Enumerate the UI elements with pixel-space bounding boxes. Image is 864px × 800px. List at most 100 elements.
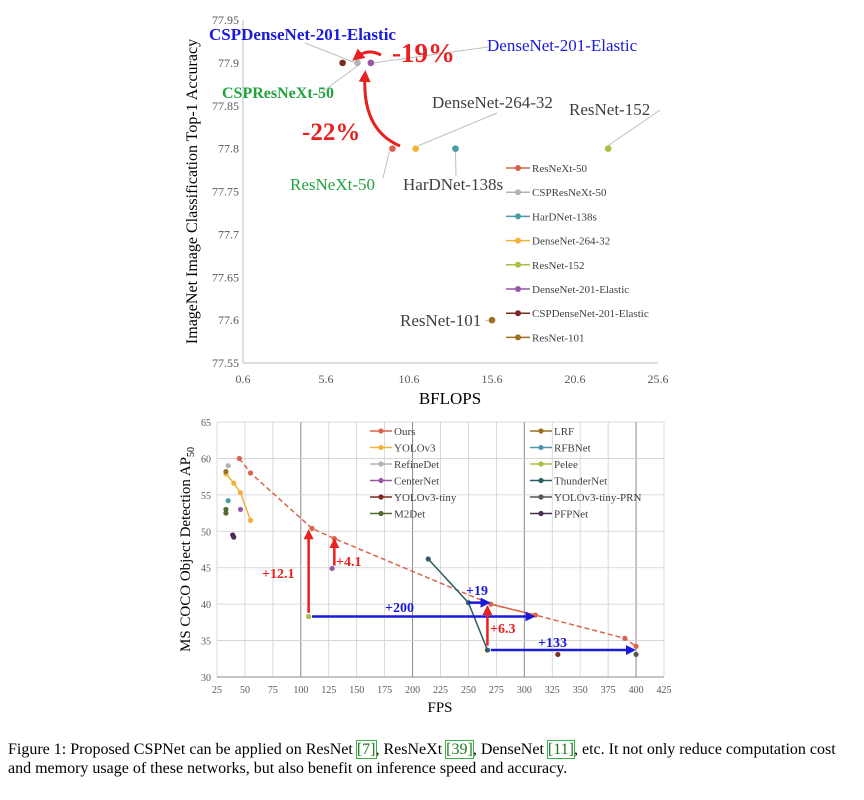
legend-marker-m2det bbox=[378, 510, 384, 517]
y-axis-label: ImageNet Image Classification Top-1 Accu… bbox=[184, 39, 201, 344]
y-axis-label-main: MS COCO Object Detection AP bbox=[178, 457, 194, 652]
data-point-densenet-201-elastic bbox=[367, 59, 375, 67]
annotation-22: -22% bbox=[302, 119, 360, 146]
legend-marker-rfbnet bbox=[538, 444, 544, 451]
y-tick-label-40: 40 bbox=[201, 600, 211, 611]
reference-link-densenet[interactable]: [11] bbox=[546, 740, 575, 759]
annotation-12-1: +12.1 bbox=[262, 567, 294, 582]
y-tick-label-60: 60 bbox=[201, 454, 211, 465]
data-point-refinedet bbox=[225, 463, 231, 469]
legend-marker-resnet-101 bbox=[515, 334, 521, 341]
legend-marker-resnext-50 bbox=[515, 165, 521, 171]
reference-link-resnet[interactable]: [7] bbox=[355, 740, 377, 759]
legend-marker-pfpnet bbox=[538, 510, 544, 517]
legend-label-resnext-50: ResNeXt-50 bbox=[532, 163, 587, 175]
data-point-ours bbox=[247, 470, 254, 476]
legend-marker-resnet-152 bbox=[515, 261, 521, 268]
series-line-ours bbox=[238, 457, 637, 648]
x-tick-label-25: 25 bbox=[212, 685, 222, 696]
x-axis-label: FPS bbox=[427, 700, 452, 716]
legend-marker-thundernet bbox=[538, 477, 544, 484]
data-point-ours bbox=[488, 601, 494, 607]
data-point-m2det bbox=[223, 510, 229, 516]
x-tick-label-5-6: 5.6 bbox=[319, 372, 334, 386]
y-tick-label-35: 35 bbox=[201, 637, 211, 648]
x-tick-label-75: 75 bbox=[268, 685, 278, 696]
y-tick-label-30: 30 bbox=[201, 673, 211, 684]
legend-label-pelee: Pelee bbox=[554, 459, 578, 471]
data-point-yolov3-tiny bbox=[555, 651, 561, 658]
x-tick-label-125: 125 bbox=[321, 685, 336, 696]
x-tick-label-300: 300 bbox=[517, 685, 532, 696]
annotation-resnet-152: ResNet-152 bbox=[569, 100, 650, 119]
annotation-19: -19% bbox=[392, 38, 455, 68]
legend-marker-refinedet bbox=[378, 461, 384, 467]
annotation-cspresnext-50: CSPResNeXt-50 bbox=[222, 85, 334, 102]
legend-marker-densenet-264-32 bbox=[515, 237, 521, 244]
x-tick-label-100: 100 bbox=[293, 685, 308, 696]
y-tick-label-65: 65 bbox=[201, 418, 211, 429]
y-tick-label-77-65: 77.65 bbox=[212, 270, 239, 284]
reference-link-resnext[interactable]: [39] bbox=[445, 740, 474, 759]
data-point-thundernet bbox=[425, 556, 431, 562]
x-tick-label-275: 275 bbox=[489, 685, 504, 696]
legend-label-yolov3: YOLOv3 bbox=[394, 443, 436, 455]
data-point-ours bbox=[309, 525, 315, 531]
y-tick-label-77-75: 77.75 bbox=[212, 185, 239, 199]
x-tick-label-50: 50 bbox=[240, 685, 250, 696]
x-tick-label-15-6: 15.6 bbox=[482, 372, 503, 386]
legend-label-densenet-201-elastic: DenseNet-201-Elastic bbox=[532, 284, 629, 296]
y-tick-label-77-6: 77.6 bbox=[218, 313, 239, 327]
x-tick-label-10-6: 10.6 bbox=[399, 372, 420, 386]
data-point-pfpnet bbox=[231, 534, 237, 540]
series-line-ours-solid bbox=[490, 603, 536, 616]
legend-label-ours: Ours bbox=[394, 426, 415, 438]
data-point-centernet bbox=[329, 565, 335, 572]
data-point-ours bbox=[622, 635, 628, 641]
legend-marker-yolov3-tiny bbox=[378, 494, 384, 500]
data-point-m2det bbox=[223, 506, 229, 513]
x-tick-label-200: 200 bbox=[405, 685, 420, 696]
data-point-resnet-152 bbox=[604, 145, 612, 152]
x-tick-label-325: 325 bbox=[545, 685, 560, 696]
legend-marker-cspresnext-50 bbox=[515, 189, 521, 196]
reduction-arrow-densenet bbox=[352, 48, 382, 61]
legend-label-lrf: LRF bbox=[554, 426, 574, 438]
legend-marker-cspdensenet-201-elastic bbox=[515, 310, 521, 317]
leader-line bbox=[607, 109, 661, 147]
x-axis-label: BFLOPS bbox=[419, 389, 481, 405]
x-tick-label-25-6: 25.6 bbox=[648, 372, 669, 386]
data-point-thundernet bbox=[484, 647, 491, 653]
legend-label-cspdensenet-201-elastic: CSPDenseNet-201-Elastic bbox=[532, 308, 649, 320]
legend-label-thundernet: ThunderNet bbox=[554, 476, 607, 488]
leader-line bbox=[304, 42, 356, 64]
y-tick-label-77-8: 77.8 bbox=[218, 142, 239, 156]
legend-marker-hardnet-138s bbox=[515, 213, 521, 220]
legend-label-m2det: M2Det bbox=[394, 509, 425, 521]
data-point-resnet-101 bbox=[488, 316, 496, 324]
legend-label-yolov3-tiny-prn: YOLOv3-tiny-PRN bbox=[554, 492, 641, 504]
annotation-densenet-264-32: DenseNet-264-32 bbox=[432, 93, 553, 112]
legend-label-pfpnet: PFPNet bbox=[554, 509, 588, 521]
x-tick-label-400: 400 bbox=[629, 685, 644, 696]
data-point-cspresnext-50 bbox=[354, 59, 361, 67]
data-point-pelee bbox=[306, 613, 312, 620]
legend-label-densenet-264-32: DenseNet-264-32 bbox=[532, 236, 610, 248]
leader-line bbox=[373, 46, 489, 64]
leader-line bbox=[454, 151, 457, 177]
legend-marker-ours bbox=[378, 428, 384, 434]
annotation-resnet-101: ResNet-101 bbox=[400, 311, 481, 330]
data-point-ours bbox=[532, 612, 539, 618]
data-point-resnext-50 bbox=[389, 145, 396, 152]
annotation-133: +133 bbox=[538, 636, 567, 651]
annotation-cspdensenet-201-elastic: CSPDenseNet-201-Elastic bbox=[209, 25, 396, 44]
annotation-4-1: +4.1 bbox=[336, 555, 361, 570]
annotation-19: +19 bbox=[466, 584, 488, 599]
annotation-hardnet-138s: HarDNet-138s bbox=[403, 175, 503, 194]
x-tick-label-0-6: 0.6 bbox=[236, 372, 251, 386]
annotation-200: +200 bbox=[385, 601, 414, 616]
x-tick-label-425: 425 bbox=[657, 685, 672, 696]
x-tick-label-375: 375 bbox=[601, 685, 616, 696]
legend-marker-pelee bbox=[538, 461, 544, 467]
legend-label-rfbnet: RFBNet bbox=[554, 443, 591, 455]
